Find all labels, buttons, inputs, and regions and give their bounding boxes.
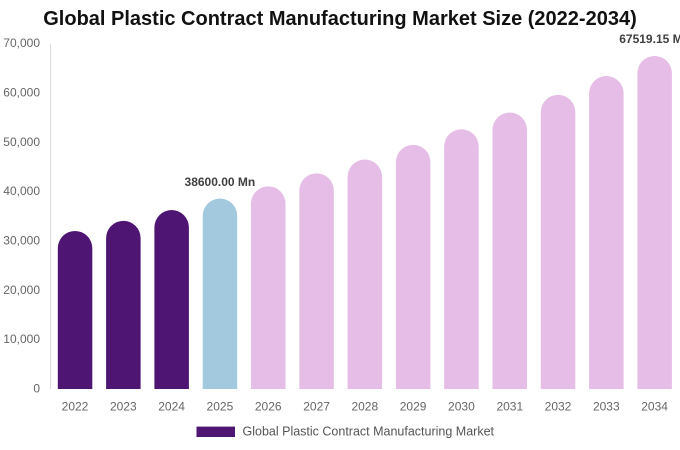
- svg-text:2031: 2031: [496, 400, 523, 414]
- svg-text:2027: 2027: [303, 400, 330, 414]
- svg-text:30,000: 30,000: [3, 234, 40, 248]
- svg-text:2024: 2024: [158, 400, 185, 414]
- svg-text:2029: 2029: [400, 400, 427, 414]
- svg-text:2032: 2032: [545, 400, 572, 414]
- svg-text:2033: 2033: [593, 400, 620, 414]
- svg-text:67519.15 Mn: 67519.15 Mn: [619, 32, 680, 46]
- svg-text:2034: 2034: [641, 400, 668, 414]
- svg-text:10,000: 10,000: [3, 332, 40, 346]
- svg-text:60,000: 60,000: [3, 86, 40, 100]
- svg-text:20,000: 20,000: [3, 283, 40, 297]
- svg-text:Global Plastic Contract Manufa: Global Plastic Contract Manufacturing Ma…: [43, 8, 637, 30]
- svg-text:Global Plastic Contract Manufa: Global Plastic Contract Manufacturing Ma…: [243, 425, 495, 439]
- svg-text:40,000: 40,000: [3, 184, 40, 198]
- svg-text:0: 0: [33, 382, 40, 396]
- svg-text:2030: 2030: [448, 400, 475, 414]
- svg-text:38600.00 Mn: 38600.00 Mn: [185, 175, 256, 189]
- svg-text:50,000: 50,000: [3, 135, 40, 149]
- svg-text:2022: 2022: [62, 400, 89, 414]
- svg-text:2028: 2028: [351, 400, 378, 414]
- svg-text:70,000: 70,000: [3, 36, 40, 50]
- svg-text:2023: 2023: [110, 400, 137, 414]
- svg-text:2026: 2026: [255, 400, 282, 414]
- svg-text:2025: 2025: [207, 400, 234, 414]
